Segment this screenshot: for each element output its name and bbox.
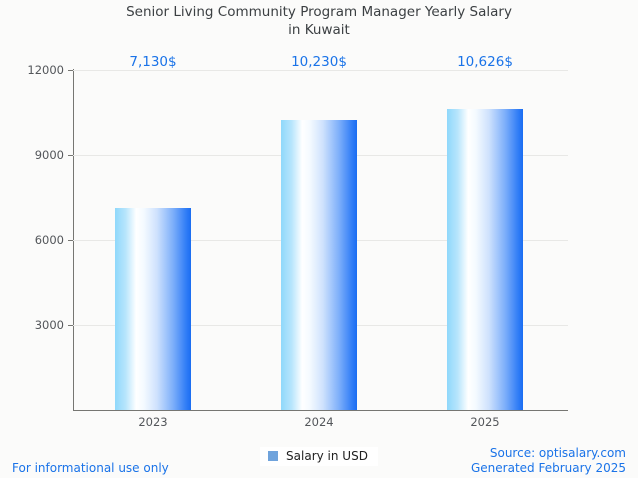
footer-source: Source: optisalary.com bbox=[489, 446, 626, 460]
value-label-2023: 7,130$ bbox=[129, 54, 177, 70]
tick-mark-6000 bbox=[68, 240, 73, 241]
x-axis-line bbox=[73, 410, 568, 411]
tick-mark-3000 bbox=[68, 325, 73, 326]
chart-legend: Salary in USD bbox=[0, 447, 638, 466]
bar-2023[interactable] bbox=[115, 208, 191, 410]
legend-swatch-icon bbox=[268, 451, 279, 461]
gridline-12000 bbox=[68, 70, 568, 71]
chart-title-line-1: Senior Living Community Program Manager … bbox=[126, 4, 512, 20]
value-label-2024: 10,230$ bbox=[291, 54, 347, 70]
bar-2024[interactable] bbox=[281, 120, 357, 410]
footer-source-block: Source: optisalary.com Generated Februar… bbox=[471, 446, 626, 476]
x-tick-label-2024: 2024 bbox=[304, 415, 334, 429]
footer-disclaimer: For informational use only bbox=[12, 461, 169, 475]
value-label-2025: 10,626$ bbox=[457, 54, 513, 70]
y-tick-label-3000: 3000 bbox=[34, 318, 64, 332]
y-tick-label-9000: 9000 bbox=[34, 148, 64, 162]
x-tick-label-2025: 2025 bbox=[470, 415, 500, 429]
tick-mark-9000 bbox=[68, 155, 73, 156]
chart-title: Senior Living Community Program Manager … bbox=[0, 3, 638, 39]
legend-item-salary-in-usd[interactable]: Salary in USD bbox=[260, 447, 378, 466]
x-tick-label-2023: 2023 bbox=[138, 415, 168, 429]
plot-area bbox=[68, 70, 568, 410]
footer-generated-date: Generated February 2025 bbox=[470, 461, 626, 475]
chart-title-line-2: in Kuwait bbox=[288, 22, 350, 38]
tick-mark-12000 bbox=[68, 70, 73, 71]
y-tick-label-6000: 6000 bbox=[34, 233, 64, 247]
bar-2025[interactable] bbox=[447, 109, 523, 410]
legend-item-label: Salary in USD bbox=[286, 449, 368, 463]
y-tick-label-12000: 12000 bbox=[27, 63, 64, 77]
